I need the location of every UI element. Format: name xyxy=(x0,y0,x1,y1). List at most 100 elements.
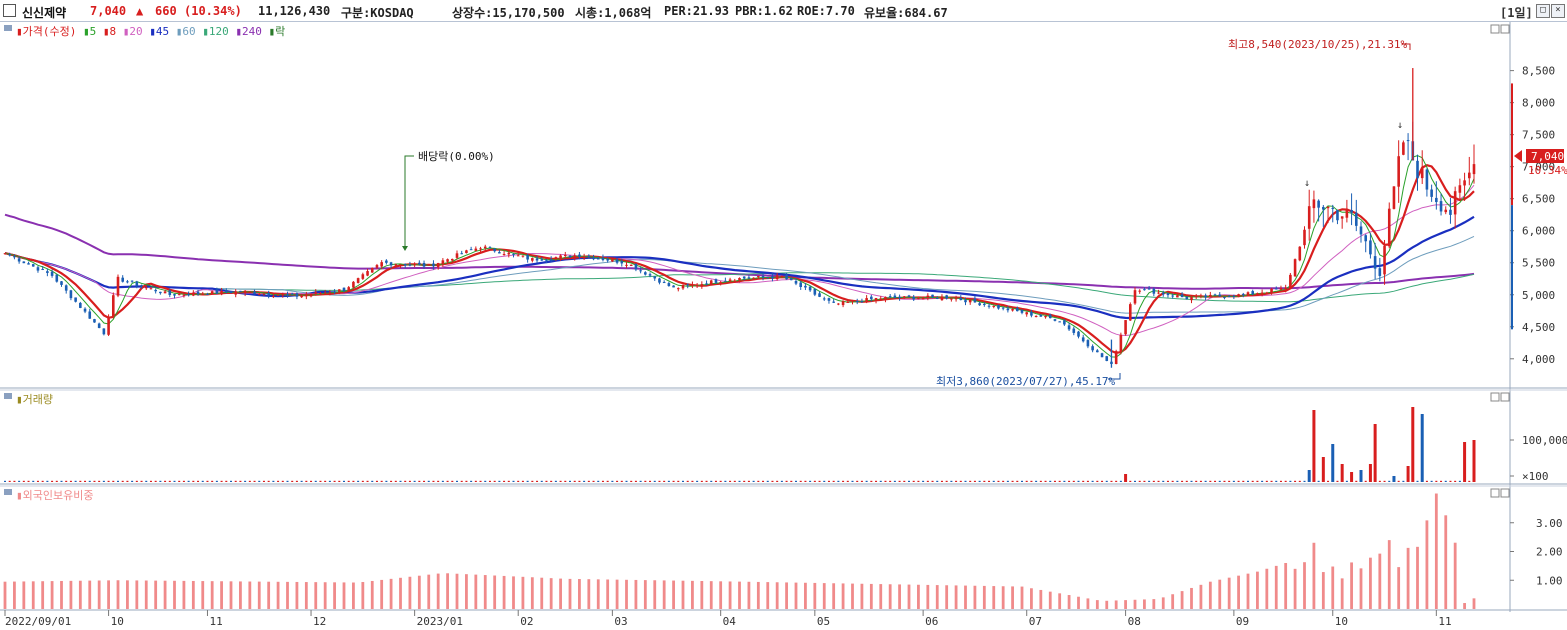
volume-bar xyxy=(766,480,769,482)
candle xyxy=(893,293,897,299)
volume-bar xyxy=(964,480,967,482)
volume-bar xyxy=(644,480,647,482)
volume-bars xyxy=(4,407,1476,482)
volume-panel-max-icon[interactable] xyxy=(1490,392,1500,402)
candle xyxy=(1397,140,1400,203)
candle xyxy=(568,255,572,258)
foreign-bar xyxy=(1180,591,1184,609)
price-panel-max-icon[interactable] xyxy=(1490,24,1500,34)
candle xyxy=(399,264,402,269)
x-tick-label: 02 xyxy=(520,615,533,628)
volume-bar xyxy=(168,480,171,482)
foreign-panel-icon xyxy=(4,489,12,495)
candle xyxy=(1350,193,1353,226)
foreign-bar xyxy=(323,582,327,609)
candle xyxy=(1213,293,1217,296)
price-change: 660 xyxy=(155,4,177,18)
candle xyxy=(488,246,492,249)
candle xyxy=(107,314,110,337)
volume-panel-close-icon[interactable] xyxy=(1500,392,1510,402)
candle xyxy=(163,289,167,294)
volume-bar xyxy=(1218,480,1221,482)
foreign-bar xyxy=(239,581,242,609)
volume-bar xyxy=(1105,480,1108,482)
volume-bar xyxy=(898,480,901,482)
volume-bar xyxy=(1449,480,1452,482)
foreign-tick-label: 3.00 xyxy=(1536,517,1563,530)
foreign-panel-max-icon[interactable] xyxy=(1490,488,1500,498)
candle xyxy=(257,292,261,296)
candle xyxy=(455,250,459,260)
candle xyxy=(554,256,558,261)
volume-bar xyxy=(771,480,774,482)
volume-bar xyxy=(423,480,426,482)
volume-bar xyxy=(375,480,378,482)
ma45-line xyxy=(4,215,1475,320)
volume-bar xyxy=(1129,480,1132,482)
foreign-bar xyxy=(1227,577,1231,609)
candle xyxy=(1166,292,1170,298)
candle xyxy=(531,257,534,263)
candle xyxy=(253,289,256,295)
x-tick-label: 05 xyxy=(817,615,830,628)
volume-bar xyxy=(540,480,543,482)
candle xyxy=(1246,291,1250,296)
volume-bar xyxy=(818,480,821,482)
volume-bar xyxy=(1181,480,1184,482)
foreign-panel-close-icon[interactable] xyxy=(1500,488,1510,498)
per-value: PER:21.93 xyxy=(664,4,730,18)
candle xyxy=(898,294,901,301)
panel-checkbox[interactable] xyxy=(3,4,16,17)
candle xyxy=(149,287,153,290)
candle xyxy=(121,275,125,283)
foreign-bar xyxy=(352,582,355,609)
candle xyxy=(3,252,7,255)
candle xyxy=(83,307,87,314)
x-tick-label: 06 xyxy=(925,615,938,628)
volume-bar xyxy=(140,480,143,482)
candle xyxy=(761,272,765,281)
volume-bar xyxy=(790,480,793,482)
candle xyxy=(855,298,859,305)
foreign-bar xyxy=(1058,593,1062,609)
candle xyxy=(973,296,977,303)
candle xyxy=(1237,293,1240,298)
volume-bar xyxy=(1063,480,1066,482)
volume-bar xyxy=(84,480,87,482)
volume-bar xyxy=(1199,480,1202,482)
legend-ma120: 120 xyxy=(209,25,229,38)
candle xyxy=(785,272,788,280)
foreign-bar xyxy=(88,580,92,609)
foreign-bar xyxy=(417,575,421,609)
volume-bar xyxy=(865,480,868,482)
volume-bar xyxy=(305,480,308,482)
candle xyxy=(738,277,741,283)
foreign-bar xyxy=(229,581,233,609)
volume-bar xyxy=(1030,480,1033,482)
volume-bar xyxy=(1307,470,1311,482)
right-strip-down xyxy=(1511,205,1513,330)
volume-bar xyxy=(1350,472,1354,482)
candle xyxy=(1402,140,1405,156)
volume-bar xyxy=(347,480,350,482)
candle xyxy=(592,254,595,261)
foreign-bar xyxy=(888,584,892,609)
foreign-tick-label: 2.00 xyxy=(1536,546,1563,559)
volume-bar xyxy=(917,480,920,482)
candle xyxy=(111,292,115,319)
price-panel-close-icon[interactable] xyxy=(1500,24,1510,34)
maximize-icon[interactable]: □ xyxy=(1536,4,1550,18)
candle xyxy=(276,294,280,296)
volume-tick-label: ×100 xyxy=(1522,470,1549,483)
candle xyxy=(1439,193,1443,216)
candle xyxy=(1091,344,1094,353)
volume-bar xyxy=(573,480,576,482)
foreign-bar xyxy=(191,580,195,609)
foreign-bar xyxy=(13,581,16,609)
volume-bar xyxy=(1124,474,1128,482)
foreign-bar xyxy=(1416,546,1419,609)
close-icon[interactable]: × xyxy=(1551,4,1565,18)
volume-bar xyxy=(13,480,16,482)
period-selector[interactable]: [1일] xyxy=(1500,6,1533,20)
